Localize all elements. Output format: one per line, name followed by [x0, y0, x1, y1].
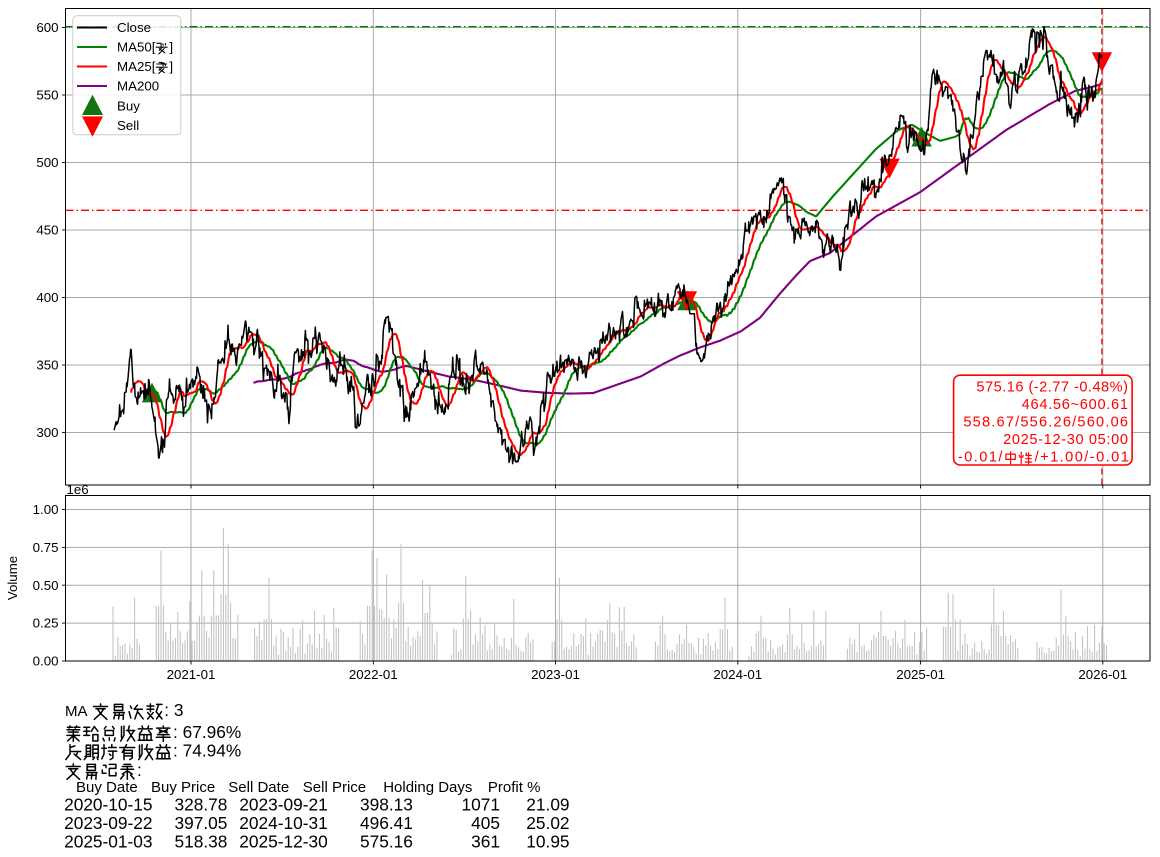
svg-text:450: 450: [36, 223, 58, 238]
svg-text:2023-01: 2023-01: [531, 667, 580, 682]
svg-text:2025-01: 2025-01: [896, 667, 945, 682]
svg-text:2023-09-21: 2023-09-21: [239, 795, 327, 815]
svg-text:2025-12-30: 2025-12-30: [239, 832, 327, 852]
svg-text:: 3: : 3: [164, 700, 183, 720]
svg-text:25.02: 25.02: [526, 813, 569, 833]
svg-text:405: 405: [471, 813, 500, 833]
svg-text:558.67/556.26/560.06: 558.67/556.26/560.06: [963, 415, 1129, 431]
svg-text:MA50[: MA50[: [117, 40, 156, 55]
svg-text:0.50: 0.50: [33, 578, 59, 593]
svg-text:Buy: Buy: [117, 99, 140, 114]
svg-text:: 74.94%: : 74.94%: [173, 741, 241, 761]
svg-text:1.00: 1.00: [33, 502, 59, 517]
svg-text:Profit %: Profit %: [488, 779, 541, 796]
svg-text:Sell Date: Sell Date: [228, 779, 289, 796]
svg-text:2025-12-30 05:00: 2025-12-30 05:00: [1003, 432, 1128, 448]
svg-text:550: 550: [36, 88, 58, 103]
svg-text:0.75: 0.75: [33, 540, 59, 555]
svg-text:]: ]: [169, 40, 173, 55]
svg-text:/+1.00/-0.01: /+1.00/-0.01: [1035, 449, 1131, 465]
svg-text:MA: MA: [65, 703, 88, 720]
svg-text:]: ]: [169, 59, 173, 74]
svg-text:2022-01: 2022-01: [349, 667, 398, 682]
svg-text:397.05: 397.05: [175, 813, 228, 833]
svg-text:600: 600: [36, 20, 58, 35]
svg-text:MA25[: MA25[: [117, 59, 156, 74]
svg-text:1071: 1071: [462, 795, 500, 815]
svg-text:2025-01-03: 2025-01-03: [64, 832, 152, 852]
svg-text:575.16 (-2.77 -0.48%): 575.16 (-2.77 -0.48%): [976, 380, 1128, 396]
svg-text:328.78: 328.78: [175, 795, 228, 815]
svg-text:Sell: Sell: [117, 118, 139, 133]
svg-text:350: 350: [36, 358, 58, 373]
svg-text:MA200: MA200: [117, 79, 159, 94]
svg-text:Holding Days: Holding Days: [383, 779, 472, 796]
svg-text:2020-10-15: 2020-10-15: [64, 795, 152, 815]
svg-text:Close: Close: [117, 20, 151, 35]
svg-text:0.00: 0.00: [33, 654, 59, 669]
svg-text:1e6: 1e6: [67, 482, 89, 497]
svg-text:575.16: 575.16: [360, 832, 413, 852]
svg-text:21.09: 21.09: [526, 795, 569, 815]
svg-text:Volume: Volume: [5, 556, 20, 600]
svg-text:518.38: 518.38: [175, 832, 228, 852]
svg-text:10.95: 10.95: [526, 832, 569, 852]
svg-text:400: 400: [36, 290, 58, 305]
svg-text:2023-09-22: 2023-09-22: [64, 813, 152, 833]
svg-text::: :: [137, 760, 142, 780]
svg-text:496.41: 496.41: [360, 813, 413, 833]
svg-text:-0.01/: -0.01/: [958, 449, 1004, 465]
svg-text:Buy Price: Buy Price: [151, 779, 215, 796]
svg-text:500: 500: [36, 155, 58, 170]
svg-text:300: 300: [36, 425, 58, 440]
svg-text:2021-01: 2021-01: [167, 667, 216, 682]
svg-text:Sell Price: Sell Price: [303, 779, 366, 796]
svg-text:0.25: 0.25: [33, 616, 59, 631]
svg-text:464.56~600.61: 464.56~600.61: [1022, 397, 1129, 413]
svg-text:361: 361: [471, 832, 500, 852]
svg-text:398.13: 398.13: [360, 795, 413, 815]
svg-text:2026-01: 2026-01: [1078, 667, 1127, 682]
svg-text:2024-10-31: 2024-10-31: [239, 813, 327, 833]
svg-text:2024-01: 2024-01: [713, 667, 762, 682]
svg-text:: 67.96%: : 67.96%: [173, 722, 241, 742]
svg-text:Buy Date: Buy Date: [76, 779, 138, 796]
